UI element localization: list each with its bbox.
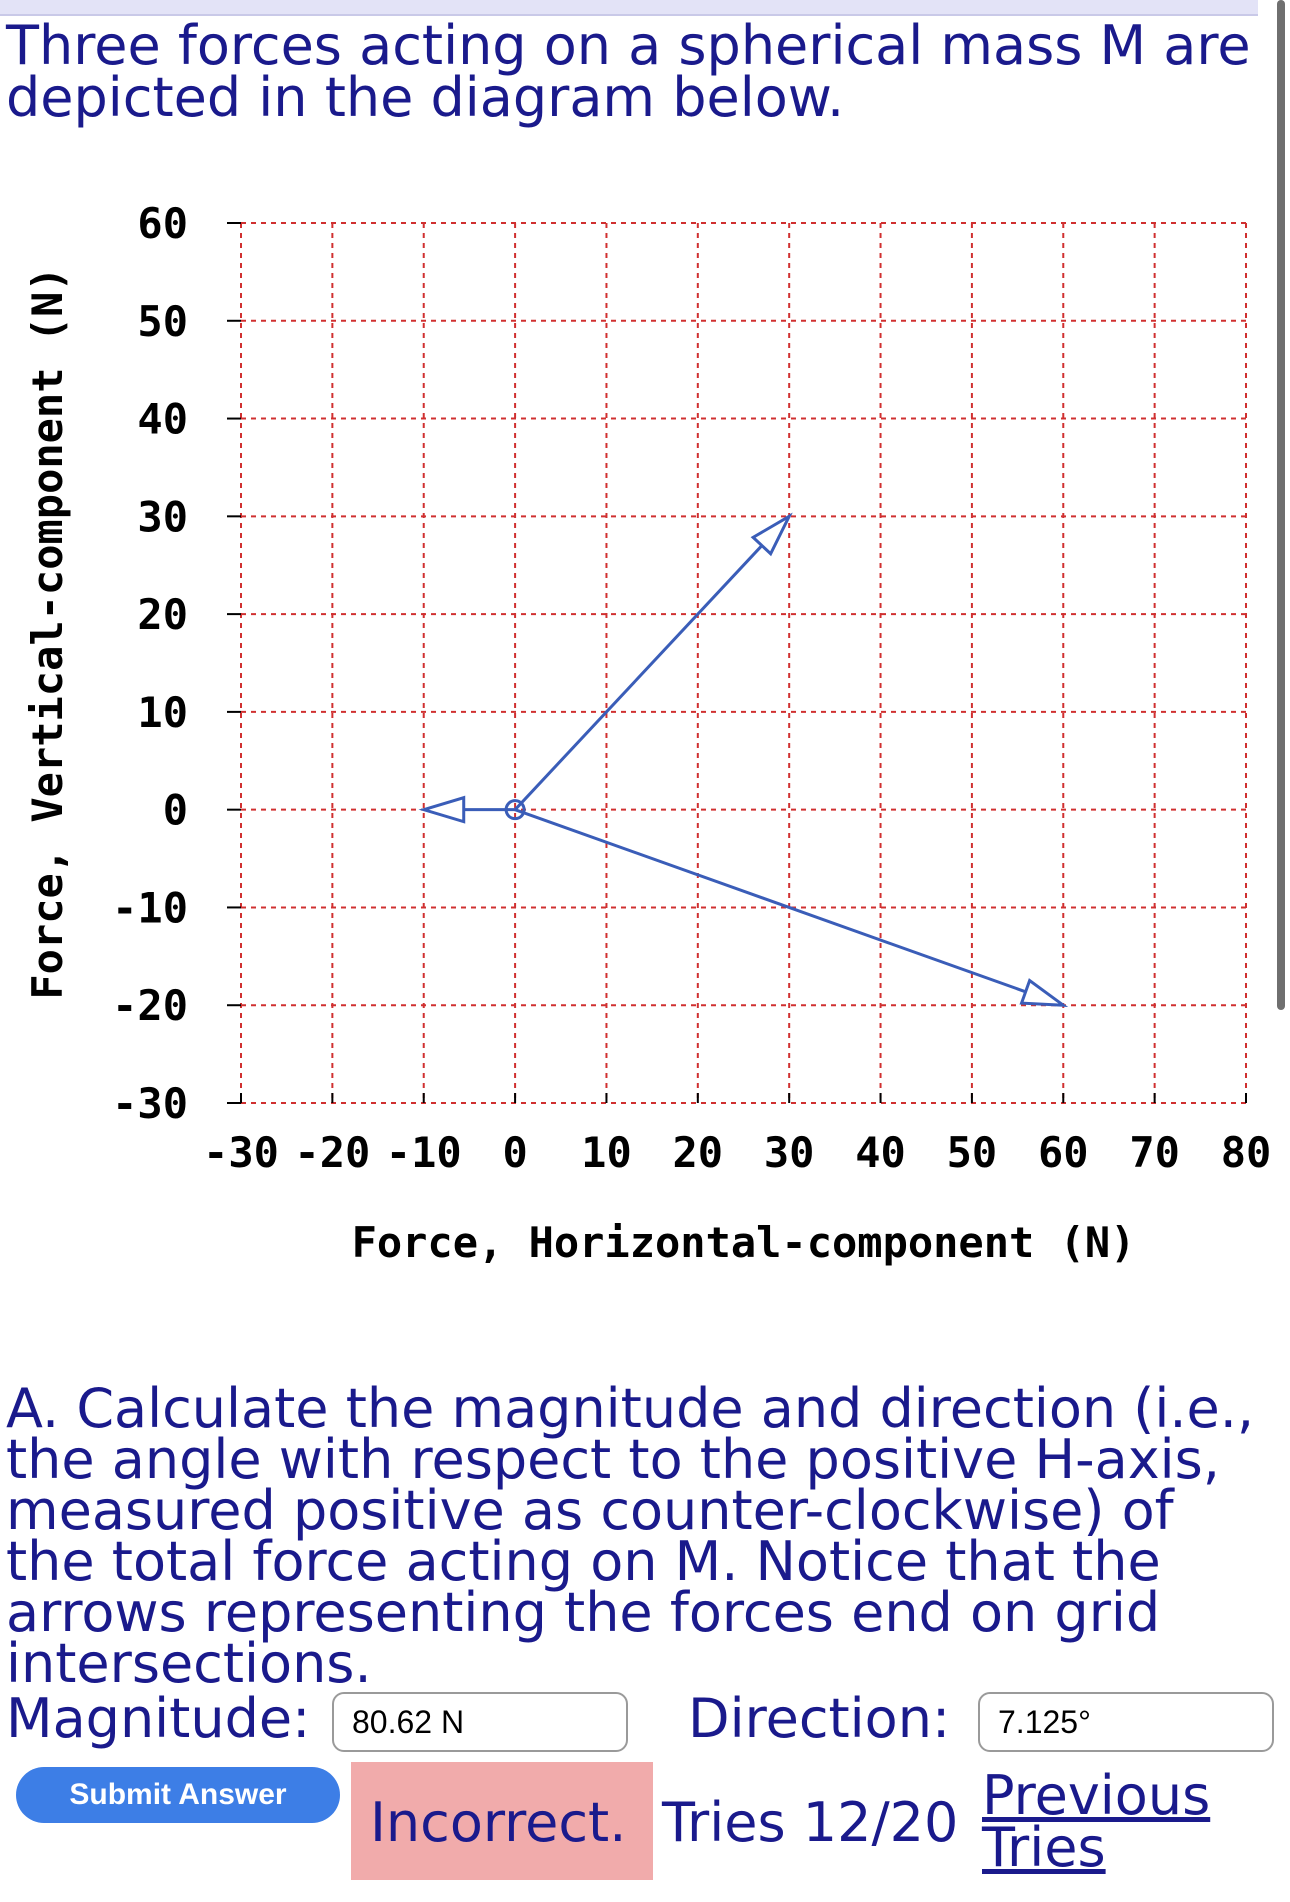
force-arrowhead-3 — [418, 795, 466, 824]
y-tick-label: -20 — [112, 981, 188, 1030]
y-tick-label: 30 — [137, 492, 188, 541]
y-tick-label: 10 — [137, 688, 188, 737]
top-bar — [0, 0, 1258, 16]
y-tick-label: 40 — [137, 395, 188, 444]
x-tick-label: 70 — [1129, 1128, 1180, 1177]
x-tick-label: -20 — [294, 1128, 370, 1177]
y-tick-label: -30 — [112, 1079, 188, 1128]
scrollbar[interactable] — [1277, 0, 1285, 1010]
y-tick-label: 60 — [137, 199, 188, 248]
previous-tries-link[interactable]: Previous Tries — [982, 1764, 1211, 1879]
x-tick-label: 60 — [1038, 1128, 1089, 1177]
force-vector-diagram: -30 -20 -10 0 10 20 30 40 50 60 70 80 -30 -20 -10 0 10 20… — [23, 199, 1272, 1267]
x-tick-label: 80 — [1221, 1128, 1272, 1177]
x-tick-label: -10 — [386, 1128, 462, 1177]
force-arrowhead-1 — [750, 512, 793, 557]
result-text: Incorrect. — [370, 1791, 627, 1854]
y-axis-label: Force, Vertical-component (N) — [23, 266, 72, 999]
x-tick-label: 10 — [581, 1128, 632, 1177]
mass-marker — [504, 799, 526, 821]
question-text: A. Calculate the magnitude and direction… — [6, 1377, 1255, 1695]
force-vector-1 — [513, 544, 763, 811]
y-tick-label: -10 — [112, 883, 188, 932]
direction-label: Direction: — [688, 1687, 951, 1750]
x-tick-label: -30 — [203, 1128, 279, 1177]
force-vector-2 — [514, 808, 1027, 994]
magnitude-label: Magnitude: — [6, 1687, 311, 1750]
x-tick-label: 20 — [673, 1128, 724, 1177]
force-arrowhead-2 — [1019, 978, 1069, 1007]
x-axis-label: Force, Horizontal-component (N) — [352, 1218, 1136, 1267]
x-tick-label: 0 — [502, 1128, 527, 1177]
y-tick-label: 20 — [137, 590, 188, 639]
incorrect-badge — [351, 1762, 653, 1880]
submit-answer-button[interactable]: Submit Answer — [16, 1767, 340, 1823]
x-tick-label: 40 — [855, 1128, 906, 1177]
x-tick-label: 50 — [947, 1128, 998, 1177]
tries-counter: Tries 12/20 — [662, 1791, 959, 1854]
x-tick-label: 30 — [764, 1128, 815, 1177]
magnitude-input[interactable] — [332, 1692, 628, 1752]
intro-text: Three forces acting on a spherical mass … — [6, 14, 1251, 129]
y-tick-label: 0 — [163, 786, 188, 835]
direction-input[interactable] — [978, 1692, 1274, 1752]
y-tick-label: 50 — [137, 297, 188, 346]
